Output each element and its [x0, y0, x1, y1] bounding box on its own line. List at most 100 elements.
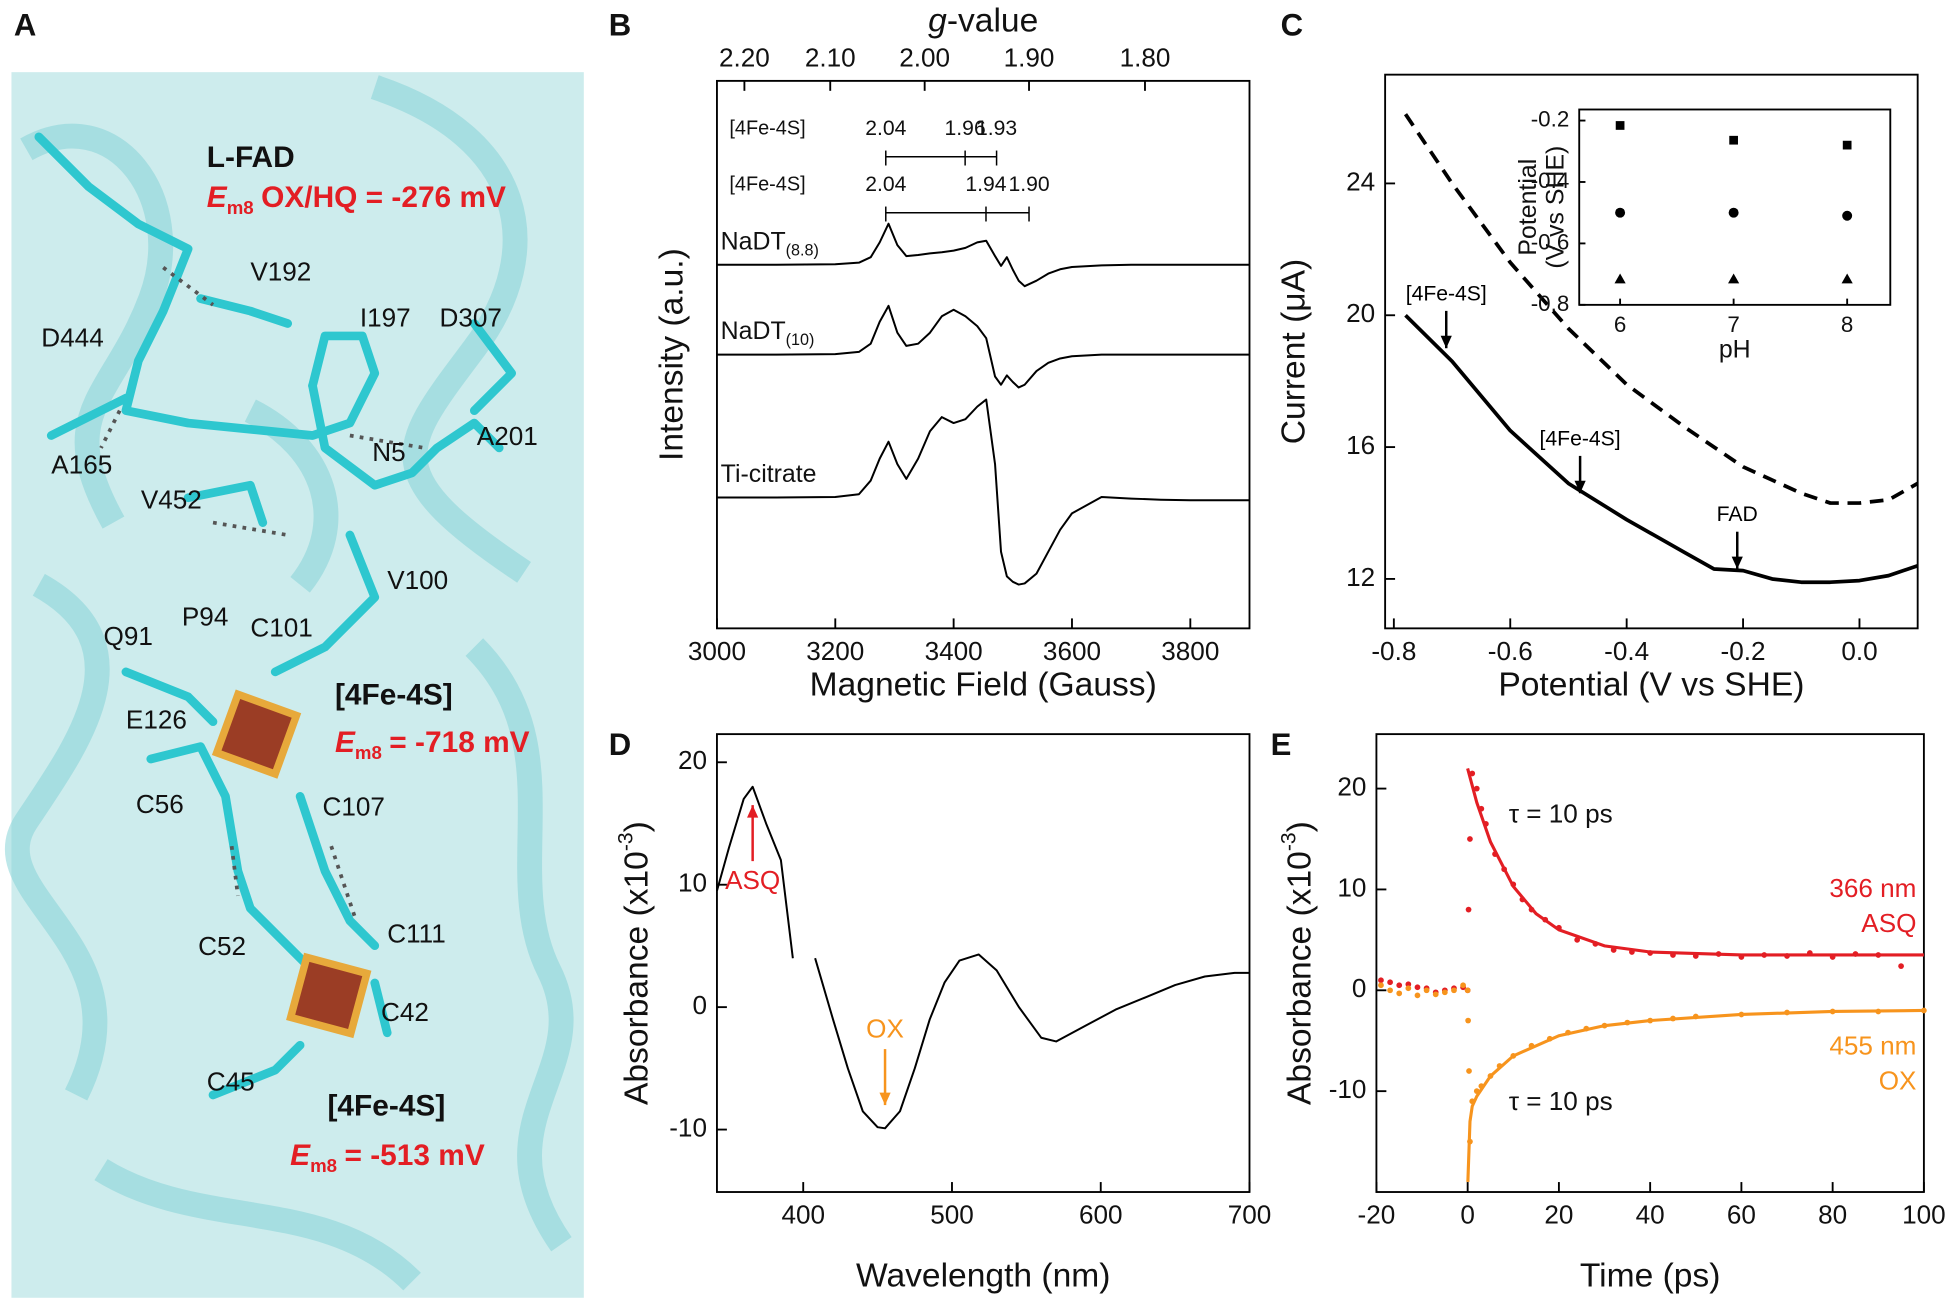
g-marker-label: 2.04	[865, 117, 906, 140]
x2-axis-label: g-value	[928, 2, 1038, 39]
x-tick-label: 500	[930, 1200, 974, 1230]
point	[1423, 987, 1430, 994]
series-line	[716, 398, 1250, 586]
cluster-label: [4Fe-4S]	[327, 1089, 445, 1122]
y-axis-label-part: Absorbance (x10	[1282, 851, 1319, 1105]
annotation: [4Fe-4S]	[1540, 427, 1621, 450]
h-bond	[212, 520, 288, 537]
point	[1615, 207, 1626, 218]
x-tick-label: 3600	[1043, 636, 1101, 666]
x-axis-label: Potential (V vs SHE)	[1498, 667, 1804, 704]
point	[1396, 982, 1403, 989]
h-bond	[329, 845, 358, 922]
x-axis-label: Time (ps)	[1580, 1258, 1721, 1295]
point	[1464, 987, 1471, 994]
arrow-head	[879, 1092, 891, 1106]
panel-letter: A	[14, 8, 36, 43]
point	[1460, 982, 1466, 989]
y-tick-label: 12	[1346, 562, 1375, 592]
point	[1465, 1017, 1471, 1024]
x-tick-label: 7	[1727, 312, 1739, 337]
x2-tick-label: 1.80	[1120, 43, 1171, 73]
point	[1728, 273, 1740, 284]
y-tick-label: 20	[1337, 771, 1366, 801]
residue-label: C52	[198, 931, 246, 961]
point	[1615, 121, 1625, 130]
residue-label: A201	[477, 421, 538, 451]
structure-labels: A L-FAD Em8 OX/HQ = -276 mV V192 I197 D307 D444…	[14, 8, 538, 1177]
redox-potential-part: = -513 mV	[345, 1139, 485, 1172]
ribbon	[244, 399, 339, 593]
redox-potential-part: m8	[355, 742, 382, 763]
series-label: Ti-citrate	[721, 460, 817, 488]
y-axis-label-part: Absorbance (x10	[618, 851, 655, 1105]
x-tick-label: -0.4	[1604, 636, 1649, 666]
annotation: FAD	[1717, 503, 1758, 526]
x-tick-label: 100	[1902, 1200, 1946, 1230]
y-tick-label: 20	[1346, 298, 1375, 328]
residue-sticks	[46, 319, 516, 677]
cluster-label: [4Fe-4S]	[335, 679, 453, 712]
fad-sticks	[34, 132, 380, 440]
annotation: τ = 10 ps	[1509, 799, 1613, 829]
arrow-head	[1731, 556, 1743, 570]
cluster-cube	[286, 952, 372, 1039]
ribbon	[370, 75, 531, 583]
y-tick-label: 20	[678, 745, 707, 775]
redox-potential-part: m8	[227, 198, 254, 219]
point	[1405, 981, 1412, 988]
series-label: 366 nm	[1829, 873, 1916, 903]
y-tick-label: 10	[678, 868, 707, 898]
residue-label: C56	[136, 789, 184, 819]
y-axis-label-part: )	[618, 821, 655, 832]
residue-sticks	[121, 667, 392, 1100]
ribbon	[465, 638, 574, 1252]
x-tick-label: 6	[1614, 312, 1626, 337]
series-label-part: (8.8)	[786, 242, 819, 260]
y-axis-label-part: -3	[1278, 832, 1301, 851]
inset-chart: 6 7 8 -0.2 -0.4 -0.6 -0.8 pH Potential (V vs SHE)	[1514, 106, 1892, 363]
panel-letter: B	[609, 8, 631, 43]
x2-tick-label: 2.00	[899, 43, 950, 73]
redox-potential: Em8 = -513 mV	[290, 1139, 485, 1177]
cluster-cube	[211, 689, 302, 779]
series-label-part: NaDT	[721, 317, 786, 345]
redox-potential: Em8 OX/HQ = -276 mV	[207, 181, 506, 219]
stick-model	[34, 132, 516, 1100]
x-tick-label: 700	[1228, 1200, 1272, 1230]
series-label-part: NaDT	[721, 227, 786, 255]
arrow-head	[1574, 480, 1586, 494]
chart-panel: C -0.8 -0.6 -0.4 -0.2 0.0 12 16 20 24 Potential (V…	[1275, 8, 1919, 704]
x-tick-label: -20	[1358, 1200, 1396, 1230]
ribbon	[4, 573, 110, 1101]
g-marker-label: 1.90	[1008, 173, 1049, 196]
point	[1729, 135, 1738, 145]
h-bond	[229, 845, 240, 897]
x-tick-label: 3200	[806, 636, 864, 666]
annotation: τ = 10 ps	[1509, 1086, 1613, 1116]
structure-title: L-FAD	[207, 141, 295, 174]
y-tick-label: -0.2	[1531, 106, 1570, 131]
residue-label: C42	[381, 997, 429, 1027]
residue-label: N5	[372, 437, 405, 467]
x-tick-label: 8	[1841, 312, 1853, 337]
residue-label: V452	[141, 484, 202, 514]
panel-letter: E	[1271, 727, 1292, 762]
series-label-part: Ti-citrate	[721, 460, 817, 488]
y-tick-label: -0.8	[1531, 291, 1570, 316]
plot-frame	[716, 733, 1251, 1193]
point	[1842, 210, 1853, 221]
x-tick-label: -0.8	[1371, 636, 1416, 666]
point	[1451, 987, 1457, 994]
y-tick-label: -0.6	[1531, 229, 1570, 254]
x-tick-label: 400	[781, 1200, 825, 1230]
point	[1466, 1068, 1472, 1074]
y-tick-label: 16	[1346, 430, 1375, 460]
series-line	[1403, 113, 1919, 505]
x-tick-label: 20	[1544, 1200, 1573, 1230]
x-axis-label: pH	[1719, 335, 1751, 363]
redox-potential-part: E	[335, 726, 356, 759]
x2-tick-label: 1.90	[1004, 43, 1055, 73]
